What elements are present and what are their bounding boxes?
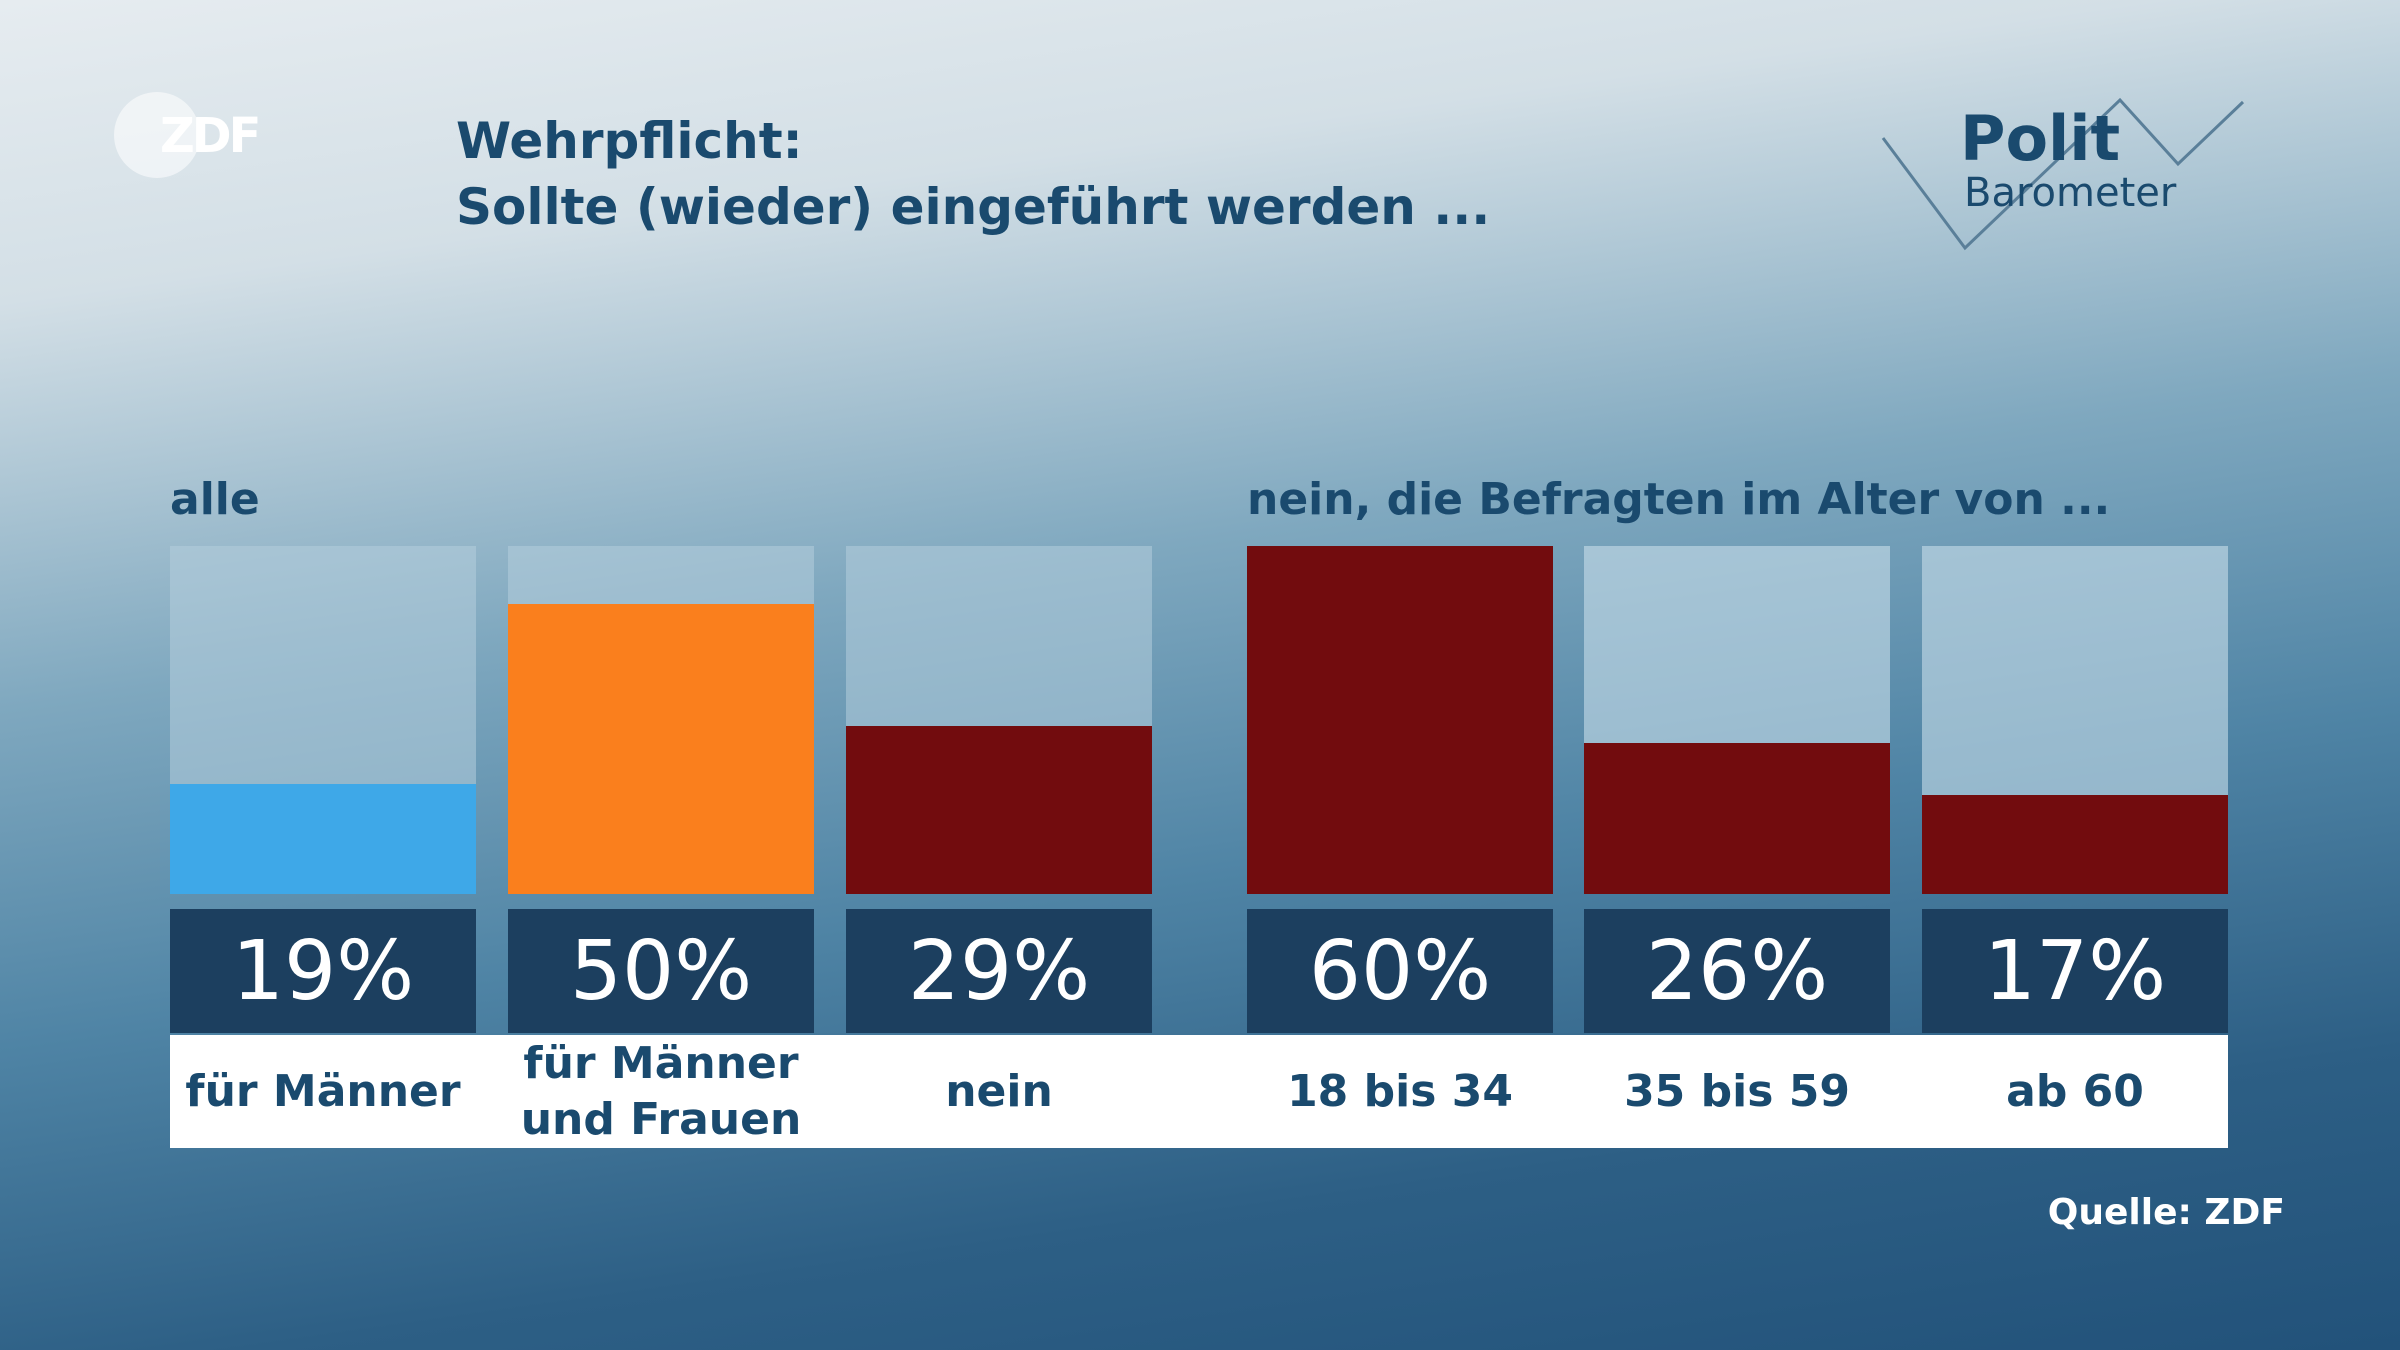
value-label: 60% — [1247, 909, 1553, 1033]
bar-track — [1584, 546, 1890, 894]
group-label-age: nein, die Befragten im Alter von ... — [1247, 474, 2111, 525]
bar-track — [846, 546, 1152, 894]
category-label: 35 bis 59 — [1624, 1065, 1850, 1117]
bar-track — [170, 546, 476, 894]
category-label: für Männer — [185, 1065, 461, 1117]
category-label: 18 bis 34 — [1287, 1065, 1513, 1117]
category-label-band — [170, 1035, 2228, 1148]
politbarometer-logo-barometer: Barometer — [1964, 170, 2177, 216]
zdf-logo-circle — [114, 92, 200, 178]
bar-track — [1247, 546, 1553, 894]
bar-track — [1922, 546, 2228, 894]
value-label: 50% — [508, 909, 814, 1033]
politbarometer-logo-polit: Polit — [1960, 102, 2121, 175]
value-label: 29% — [846, 909, 1152, 1033]
title-line-1: Wehrpflicht: — [456, 112, 803, 170]
group-label-all: alle — [170, 474, 260, 525]
bar — [1584, 743, 1890, 894]
bar — [1247, 546, 1553, 894]
value-label: 26% — [1584, 909, 1890, 1033]
bar — [1922, 795, 2228, 894]
category-label: ab 60 — [2006, 1065, 2144, 1117]
politbarometer-zigzag-icon — [1881, 97, 2245, 251]
value-label: 17% — [1922, 909, 2228, 1033]
source-note: Quelle: ZDF — [2047, 1192, 2285, 1233]
bar — [170, 783, 476, 894]
category-label: für Männer und Frauen — [520, 1037, 802, 1145]
value-label: 19% — [170, 909, 476, 1033]
category-label: nein — [945, 1065, 1053, 1117]
bar — [846, 725, 1152, 894]
chart-title: Wehrpflicht: Sollte (wieder) eingeführt … — [456, 108, 1490, 240]
bar — [508, 604, 814, 894]
title-line-2: Sollte (wieder) eingeführt werden ... — [456, 178, 1491, 236]
zdf-logo: ZDF — [160, 108, 261, 164]
bar-track — [508, 546, 814, 894]
